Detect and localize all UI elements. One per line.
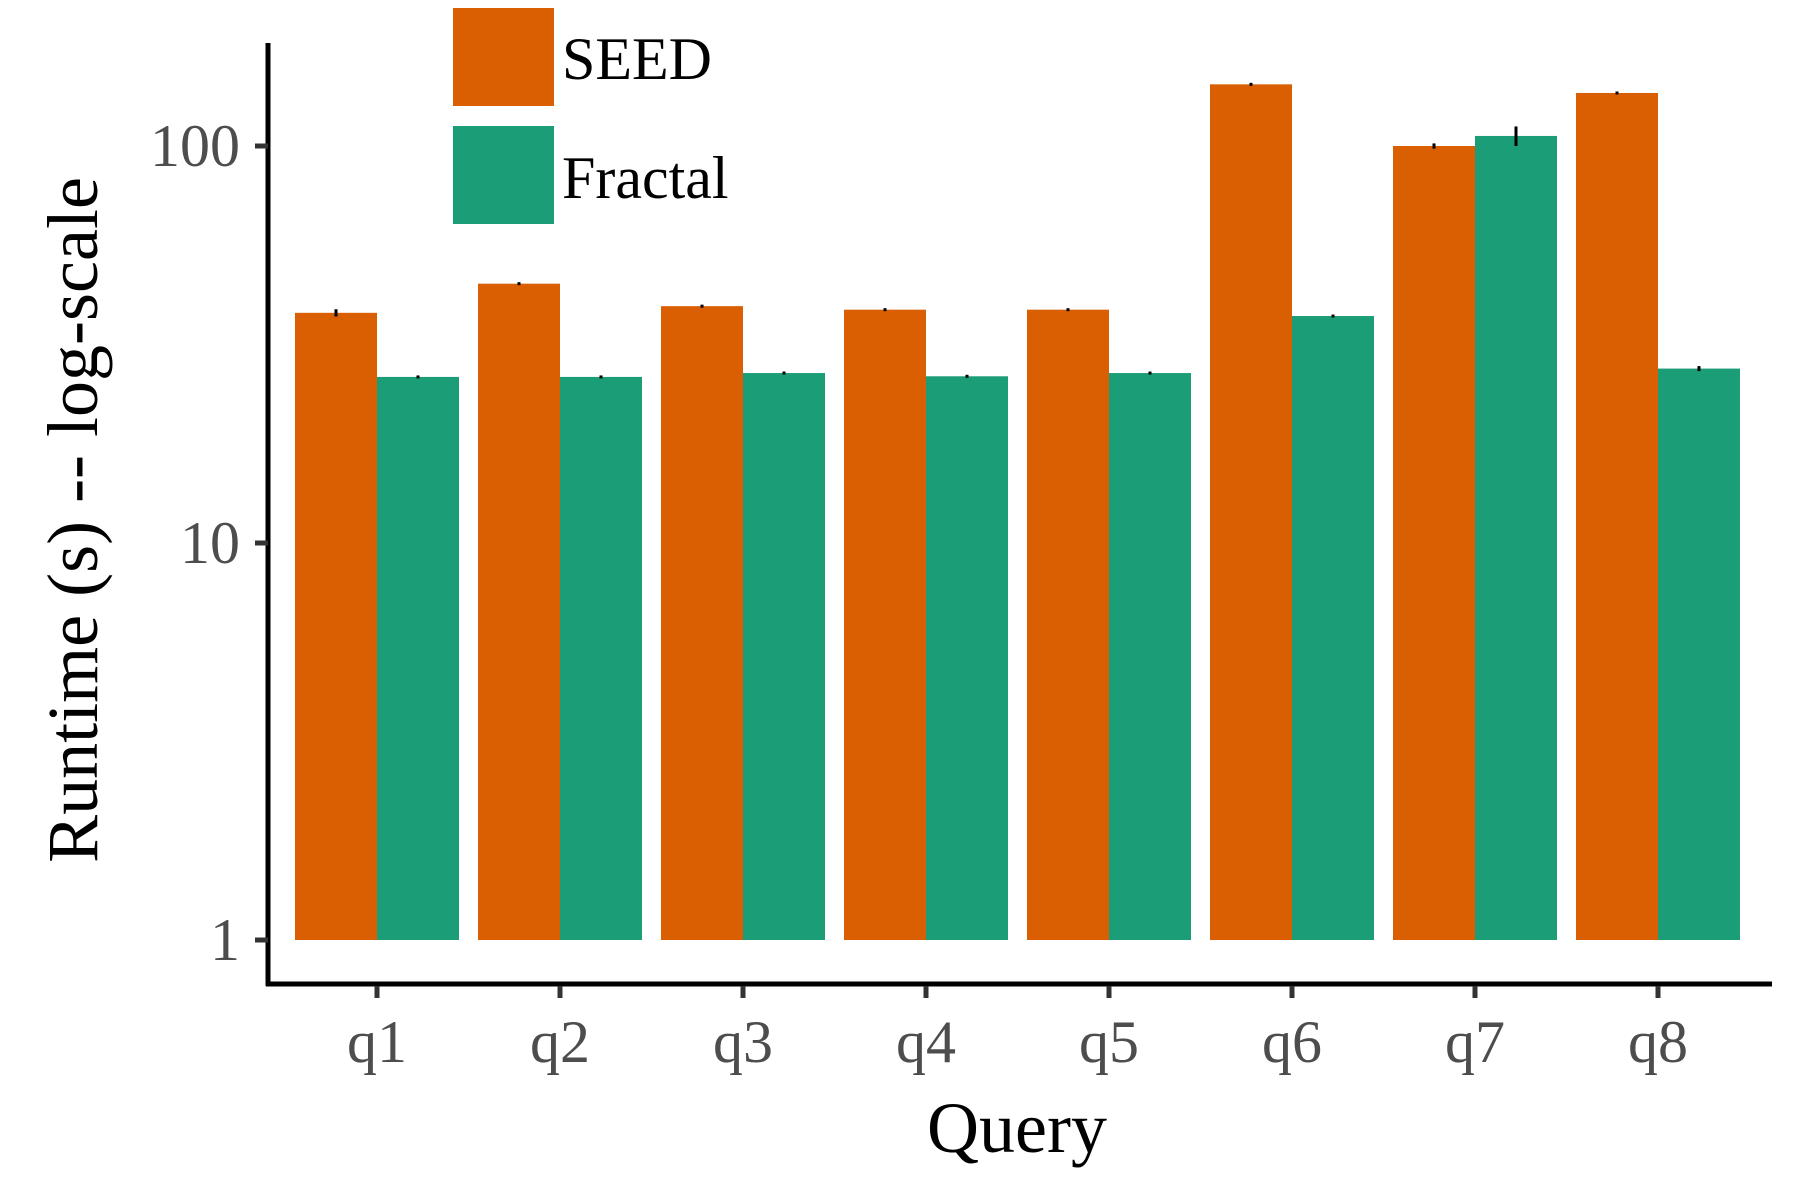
bar-seed-q6 [1210,84,1292,940]
x-axis-title: Query [927,1088,1107,1168]
y-axis-title: Runtime (s) -- log-scale [33,177,113,863]
y-tick-label-1: 1 [210,907,240,973]
x-tick-label-q6: q6 [1262,1009,1322,1075]
bar-seed-q5 [1027,310,1109,940]
bar-fractal-q5 [1109,373,1191,940]
legend-swatch-fractal [453,126,554,224]
x-tick-label-q2: q2 [530,1009,590,1075]
x-tick-label-q4: q4 [896,1009,956,1075]
y-tick-label-100: 100 [150,113,240,179]
bar-fractal-q8 [1658,369,1740,940]
legend-label-fractal: Fractal [562,145,729,211]
x-tick-label-q3: q3 [713,1009,773,1075]
legend-swatch-seed [453,8,554,106]
bar-seed-q1 [295,313,377,940]
legend: SEED Fractal [453,8,729,224]
bar-seed-q3 [661,306,743,940]
y-ticks-layer: 1 10 100 [150,113,268,973]
bar-fractal-q6 [1292,316,1374,940]
x-tick-label-q5: q5 [1079,1009,1139,1075]
y-tick-label-10: 10 [180,510,240,576]
x-ticks-layer: q1 q2 q3 q4 q5 q6 q7 q8 [347,986,1688,1075]
bar-fractal-q4 [926,376,1008,940]
x-tick-label-q8: q8 [1628,1009,1688,1075]
bar-fractal-q2 [560,377,642,940]
bar-seed-q4 [844,310,926,940]
bar-fractal-q1 [377,377,459,940]
bar-fractal-q3 [743,373,825,940]
legend-label-seed: SEED [562,26,712,92]
bar-fractal-q7 [1475,136,1557,940]
bar-seed-q8 [1576,93,1658,940]
x-tick-label-q1: q1 [347,1009,407,1075]
bar-seed-q7 [1393,146,1475,940]
bar-seed-q2 [478,284,560,940]
x-tick-label-q7: q7 [1445,1009,1505,1075]
